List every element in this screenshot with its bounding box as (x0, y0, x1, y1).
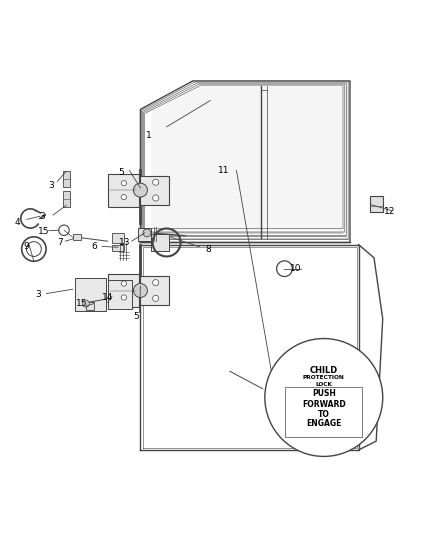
FancyBboxPatch shape (151, 234, 169, 251)
Text: 15: 15 (38, 227, 49, 236)
Circle shape (121, 281, 127, 286)
FancyBboxPatch shape (370, 196, 383, 212)
Text: 6: 6 (92, 243, 97, 252)
FancyBboxPatch shape (112, 245, 124, 251)
Text: TO: TO (318, 409, 330, 418)
Text: 3: 3 (39, 212, 45, 221)
Circle shape (134, 183, 148, 197)
FancyBboxPatch shape (141, 176, 169, 205)
FancyBboxPatch shape (286, 386, 362, 437)
Circle shape (121, 195, 127, 200)
Circle shape (152, 280, 159, 286)
Text: 3: 3 (35, 290, 41, 300)
Text: FORWARD: FORWARD (302, 400, 346, 408)
Text: 5: 5 (118, 168, 124, 177)
Text: LOCK: LOCK (315, 382, 332, 387)
Circle shape (121, 295, 127, 300)
FancyBboxPatch shape (73, 234, 81, 240)
FancyBboxPatch shape (108, 274, 139, 307)
Text: 14: 14 (102, 293, 113, 302)
Text: 12: 12 (384, 207, 395, 216)
FancyBboxPatch shape (141, 276, 169, 305)
Circle shape (82, 300, 89, 307)
Text: 10: 10 (290, 264, 301, 273)
Circle shape (121, 181, 127, 185)
Text: 11: 11 (218, 166, 229, 175)
Text: 4: 4 (14, 219, 20, 228)
FancyBboxPatch shape (63, 171, 70, 187)
Text: PUSH: PUSH (312, 389, 336, 398)
FancyBboxPatch shape (138, 228, 151, 241)
Text: ENGAGE: ENGAGE (306, 419, 342, 428)
FancyBboxPatch shape (86, 302, 94, 310)
Circle shape (21, 237, 46, 261)
FancyBboxPatch shape (75, 278, 106, 311)
Circle shape (134, 284, 148, 297)
Circle shape (152, 195, 159, 201)
Circle shape (265, 338, 383, 456)
Circle shape (152, 295, 159, 302)
Text: 7: 7 (57, 238, 63, 247)
Text: 9: 9 (23, 243, 29, 252)
FancyBboxPatch shape (112, 233, 124, 244)
Text: 13: 13 (120, 238, 131, 247)
FancyBboxPatch shape (108, 174, 139, 207)
Text: 1: 1 (146, 131, 152, 140)
FancyBboxPatch shape (108, 280, 132, 309)
Circle shape (152, 179, 159, 185)
Text: PROTECTION: PROTECTION (303, 375, 345, 381)
Polygon shape (151, 86, 348, 238)
Text: 3: 3 (48, 181, 54, 190)
Text: 5: 5 (133, 312, 139, 321)
Text: 15: 15 (76, 299, 87, 308)
Text: CHILD: CHILD (310, 366, 338, 375)
Circle shape (143, 229, 151, 237)
FancyBboxPatch shape (63, 191, 70, 207)
Text: 8: 8 (205, 245, 211, 254)
